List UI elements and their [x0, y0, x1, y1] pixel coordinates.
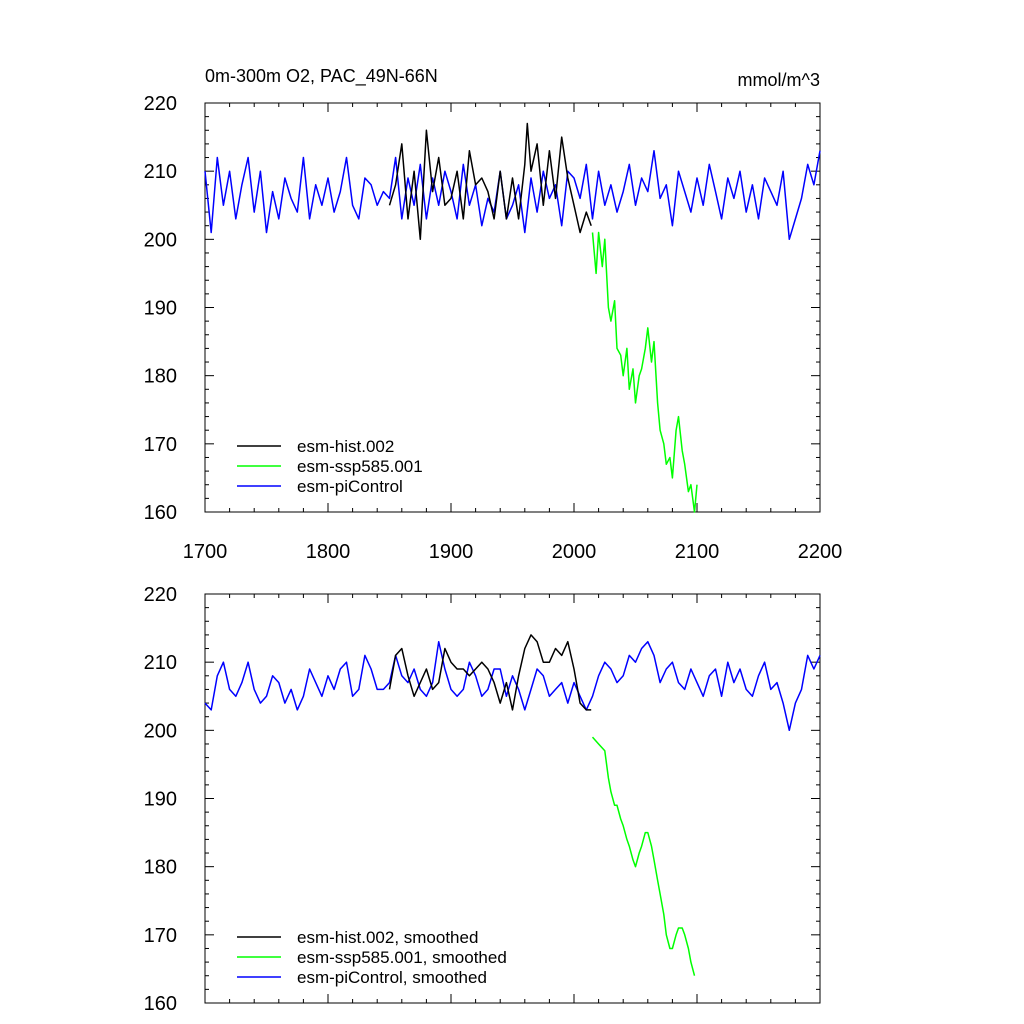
y-tick-label: 170	[144, 925, 177, 947]
legend-label-1: esm-ssp585.001	[297, 457, 423, 476]
panel-top: 0m-300m O2, PAC_49N-66N mmol/m^3 160 170 1…	[144, 66, 843, 563]
series-line-2	[204, 149, 821, 241]
y-tick-label: 210	[144, 161, 177, 183]
y-tick-label: 190	[144, 298, 177, 320]
series-line-1	[591, 736, 696, 976]
series-line-2	[204, 640, 821, 732]
y-tick-label: 180	[144, 857, 177, 879]
series-line-0	[388, 122, 592, 241]
legend-label-0: esm-hist.002, smoothed	[297, 928, 478, 947]
panel-bottom: 160 170 180 190 200 210 220 esm-hist.002, smoot…	[144, 584, 821, 1015]
y-tick-label: 210	[144, 652, 177, 674]
series-line-1	[591, 231, 698, 513]
units-label: mmol/m^3	[738, 70, 820, 90]
x-tick-label: 1800	[306, 541, 351, 563]
legend-label-1: esm-ssp585.001, smoothed	[297, 948, 507, 967]
legend-label-2: esm-piControl	[297, 477, 403, 496]
y-tick-label: 200	[144, 720, 177, 742]
y-tick-label: 220	[144, 584, 177, 606]
x-tick-label: 1700	[183, 541, 228, 563]
legend-label-2: esm-piControl, smoothed	[297, 968, 487, 987]
x-tick-label: 1900	[429, 541, 474, 563]
chart-title: 0m-300m O2, PAC_49N-66N	[205, 66, 438, 87]
y-tick-label: 200	[144, 229, 177, 251]
y-tick-label: 160	[144, 993, 177, 1015]
y-tick-label: 190	[144, 789, 177, 811]
series-line-0	[388, 634, 592, 711]
x-tick-label: 2000	[552, 541, 597, 563]
x-tick-label: 2200	[798, 541, 843, 563]
y-tick-label: 160	[144, 502, 177, 524]
legend-label-0: esm-hist.002	[297, 437, 394, 456]
y-tick-label: 170	[144, 434, 177, 456]
x-tick-label: 2100	[675, 541, 720, 563]
y-tick-label: 220	[144, 93, 177, 115]
y-tick-label: 180	[144, 366, 177, 388]
